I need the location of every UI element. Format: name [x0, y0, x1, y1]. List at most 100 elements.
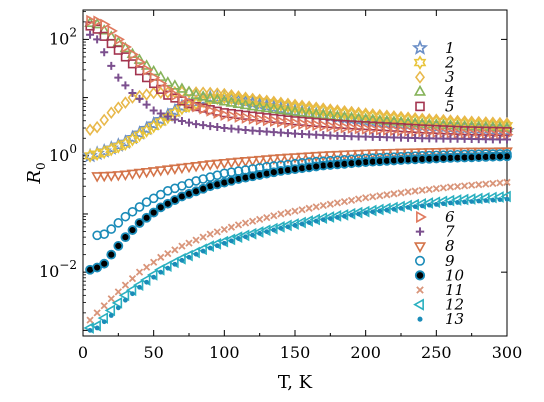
- y-axis-label-main: R: [24, 170, 45, 185]
- x-tick-label: 0: [78, 343, 88, 362]
- data-point-series-3: [431, 113, 442, 127]
- data-point-series-13: [165, 265, 171, 271]
- data-point-series-7: [269, 128, 278, 137]
- data-point-series-7: [495, 135, 504, 144]
- data-point-series-13: [455, 200, 460, 205]
- data-point-series-11: [171, 246, 179, 254]
- data-point-series-13: [221, 240, 227, 246]
- data-point-series-11: [93, 309, 101, 317]
- data-point-series-7: [114, 73, 123, 82]
- data-point-series-11: [404, 188, 412, 196]
- legend-marker: [413, 55, 427, 70]
- data-point-series-13: [271, 227, 277, 233]
- data-point-series-7: [453, 134, 462, 143]
- data-point-series-13: [144, 279, 150, 285]
- legend-entry-4: 4: [413, 83, 455, 101]
- data-point-series-4: [275, 103, 287, 115]
- data-point-series-8: [458, 147, 471, 159]
- data-point-series-7: [488, 135, 497, 144]
- data-point-series-11: [291, 207, 299, 215]
- data-point-series-6: [390, 124, 401, 137]
- legend-marker: [415, 70, 425, 84]
- data-point-series-8: [218, 158, 231, 170]
- data-point-series-8: [324, 151, 337, 162]
- data-point-series-8: [246, 156, 259, 167]
- data-point-series-7: [411, 134, 420, 143]
- data-point-series-13: [356, 211, 361, 217]
- data-point-series-13: [94, 325, 100, 331]
- data-point-series-11: [475, 181, 483, 189]
- data-point-series-6: [255, 113, 267, 126]
- legend-marker: [413, 298, 424, 311]
- data-point-series-7: [312, 130, 321, 139]
- data-point-series-2: [119, 136, 132, 151]
- data-point-series-13: [441, 201, 446, 207]
- y-tick-label: 102: [49, 25, 77, 48]
- data-point-series-4: [479, 120, 492, 131]
- legend-label: 12: [445, 296, 464, 314]
- data-point-series-13: [200, 248, 206, 254]
- data-point-series-7: [100, 48, 109, 57]
- data-point-series-4: [239, 98, 252, 110]
- data-point-series-4: [211, 93, 224, 104]
- data-point-series-11: [192, 236, 200, 244]
- data-point-series-7: [460, 134, 469, 143]
- data-point-series-6: [220, 109, 231, 121]
- data-point-series-13: [101, 319, 107, 325]
- data-point-series-4: [232, 97, 245, 108]
- data-point-series-4: [197, 90, 209, 101]
- data-point-series-12: [104, 304, 116, 317]
- data-point-series-7: [276, 128, 285, 137]
- legend-entry-7: 7: [415, 223, 455, 241]
- data-point-series-13: [87, 327, 93, 333]
- data-point-series-4: [289, 105, 301, 117]
- data-point-series-13: [115, 305, 121, 311]
- data-point-series-11: [256, 215, 264, 224]
- data-point-series-6: [135, 56, 147, 69]
- y-tick-label: 10−2: [39, 258, 77, 281]
- data-point-series-13: [158, 269, 164, 275]
- data-point-series-11: [425, 185, 433, 194]
- legend-label: 2: [444, 54, 455, 72]
- data-point-series-11: [241, 219, 250, 227]
- series-10: [85, 151, 512, 275]
- data-point-series-8: [140, 167, 153, 179]
- data-point-series-10: [120, 232, 131, 243]
- data-point-series-3: [396, 110, 406, 124]
- data-point-series-11: [114, 288, 122, 296]
- data-point-series-7: [481, 135, 490, 144]
- data-point-series-3: [240, 91, 251, 105]
- data-point-series-13: [497, 197, 503, 202]
- data-point-series-6: [277, 116, 288, 128]
- data-point-series-4: [303, 107, 315, 118]
- data-point-series-3: [233, 90, 244, 103]
- data-point-series-6: [234, 111, 246, 123]
- data-point-series-13: [179, 257, 185, 263]
- legend-entry-11: 11: [416, 281, 464, 299]
- data-point-series-13: [123, 297, 128, 303]
- data-point-series-3: [226, 88, 237, 102]
- data-point-series-7: [227, 124, 236, 133]
- data-point-series-4: [487, 120, 499, 132]
- data-point-series-7: [107, 61, 116, 70]
- data-point-series-7: [361, 132, 370, 141]
- data-point-series-11: [482, 180, 490, 188]
- data-point-series-6: [319, 120, 330, 132]
- data-point-series-3: [212, 87, 223, 100]
- data-point-series-6: [86, 14, 97, 27]
- data-point-series-7: [192, 120, 201, 129]
- data-point-series-10: [353, 157, 364, 168]
- data-point-series-9: [155, 189, 166, 200]
- series-7: [86, 30, 511, 144]
- data-point-series-13: [448, 200, 453, 206]
- data-point-series-7: [467, 135, 476, 144]
- data-point-series-4: [140, 59, 153, 70]
- legend-entry-3: 3: [415, 68, 455, 86]
- x-tick-label: 300: [492, 343, 523, 362]
- data-point-series-9: [92, 230, 102, 241]
- data-point-series-7: [220, 124, 229, 133]
- data-point-series-3: [424, 113, 435, 126]
- data-point-series-10: [113, 240, 124, 251]
- data-point-series-11: [340, 197, 349, 206]
- data-point-series-3: [276, 96, 286, 110]
